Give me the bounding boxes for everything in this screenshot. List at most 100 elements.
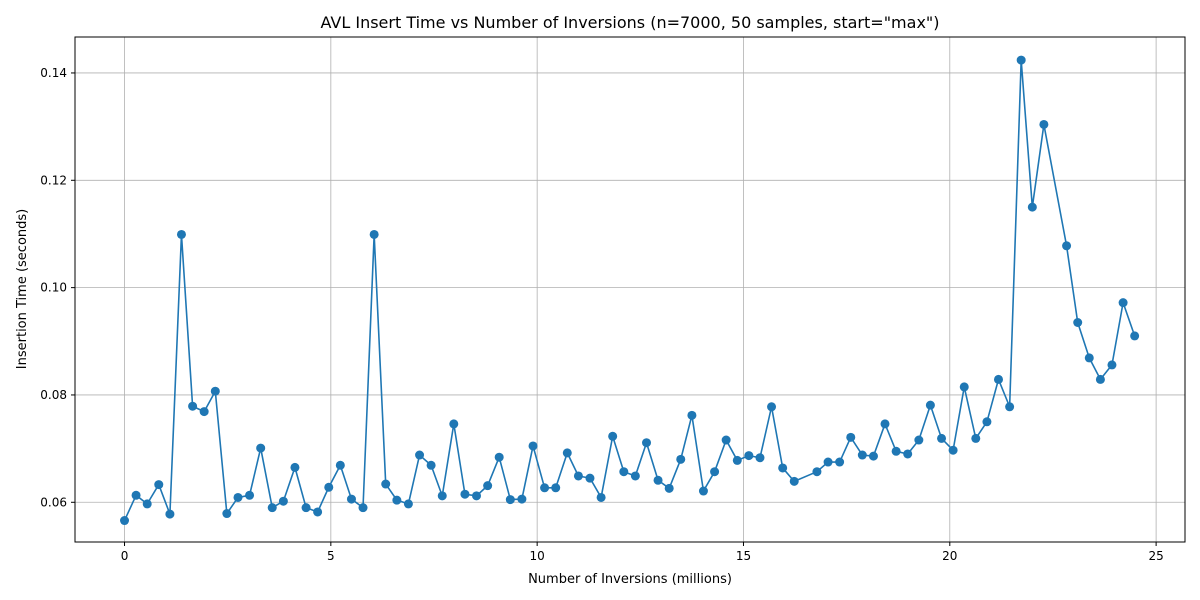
data-point [335,460,345,470]
data-point [562,448,572,458]
chart-title: AVL Insert Time vs Number of Inversions … [320,13,939,32]
data-point [358,503,368,513]
data-point [891,446,901,456]
grid [75,37,1185,542]
data-point [131,490,141,500]
x-tick-label: 0 [121,549,129,563]
data-point [744,451,754,461]
series-layer [120,55,1140,526]
y-axis-label: Insertion Time (seconds) [15,209,30,369]
data-point [630,471,640,481]
data-point [1073,318,1083,327]
x-tick-label: 5 [327,549,335,563]
data-point [959,382,969,392]
data-point [233,492,243,502]
data-point [301,503,311,513]
data-point [1016,55,1026,65]
data-point [199,407,209,417]
data-point [868,451,878,461]
data-point [857,450,867,460]
data-point [914,435,924,445]
data-point [222,509,232,519]
data-point [392,495,402,505]
data-point [551,483,561,493]
data-point [698,486,708,496]
data-point [346,494,356,504]
y-tick-label: 0.14 [40,66,67,80]
data-point [1062,241,1072,251]
data-point [176,229,186,239]
series-line [123,59,1136,521]
data-point [142,499,152,509]
y-axis-ticks: 0.06 0.08 0.10 0.12 0.14 [40,66,75,509]
data-point [789,476,799,486]
data-point [642,438,652,448]
data-point [415,450,425,460]
data-point [903,449,913,459]
data-point [540,483,550,493]
data-point [823,457,833,467]
data-point [1118,298,1128,308]
data-point [676,454,686,464]
data-point [449,419,459,429]
data-point [381,479,391,489]
data-point [937,433,947,443]
x-tick-label: 15 [736,549,751,563]
data-point [483,481,493,491]
data-point [1039,119,1049,129]
x-tick-label: 10 [530,549,545,563]
data-point [188,401,198,411]
data-point [880,419,890,429]
data-point [971,433,981,443]
data-point [426,460,436,470]
data-point [120,516,130,526]
data-point [948,445,958,455]
data-point [460,489,470,499]
data-point [369,229,379,239]
data-point [1084,353,1094,363]
x-axis-label: Number of Inversions (millions) [528,572,732,587]
data-point [278,496,288,506]
data-point [573,471,583,481]
data-point [267,503,277,513]
data-point [165,509,175,519]
data-point [528,441,538,451]
data-point [505,495,515,505]
data-point [1107,360,1117,370]
data-point [210,386,220,396]
data-point [619,467,629,477]
data-point [664,483,674,493]
data-point [1130,331,1140,341]
data-point [653,475,663,485]
data-point [290,462,300,472]
data-point [245,490,255,500]
data-point [732,455,742,465]
y-tick-label: 0.08 [40,388,67,402]
data-point [1027,202,1037,212]
y-tick-label: 0.06 [40,495,67,509]
data-point [585,473,595,483]
data-point [721,435,731,445]
data-point [835,457,845,467]
data-point [324,482,334,492]
data-point [256,443,266,453]
data-point [925,400,935,410]
x-tick-label: 20 [942,549,957,563]
data-point [778,463,788,473]
data-point [517,494,527,504]
data-point [596,492,606,502]
x-axis-ticks: 0 5 10 15 20 25 [121,542,1164,563]
data-point [472,491,481,501]
data-point [812,467,822,477]
data-point [1005,402,1015,412]
data-point [403,499,413,509]
y-tick-label: 0.12 [40,173,67,187]
data-point [687,410,697,420]
data-point [1095,374,1105,384]
x-tick-label: 25 [1148,549,1163,563]
data-point [710,467,720,477]
data-point [846,432,856,442]
data-point [494,452,504,462]
